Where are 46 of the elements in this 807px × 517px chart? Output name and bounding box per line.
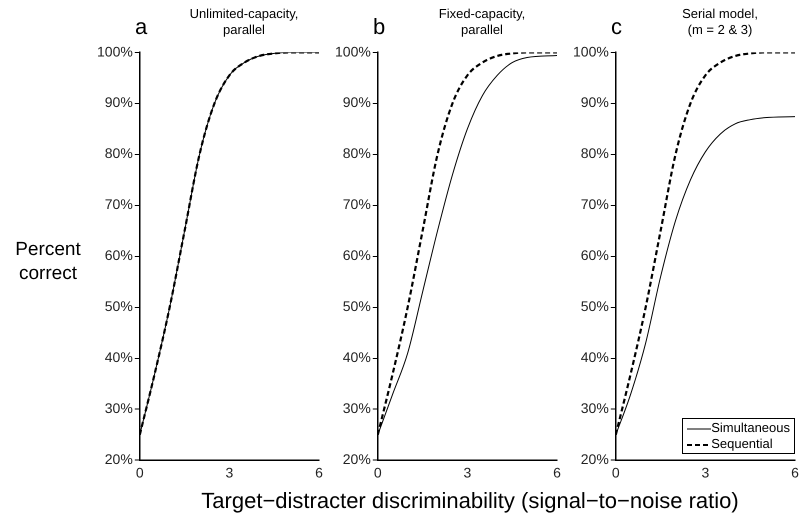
legend-label: Sequential [711, 436, 773, 451]
x-tick-label: 6 [553, 464, 562, 480]
y-tick-label: 50% [580, 298, 609, 314]
x-tick-label: 6 [315, 464, 324, 480]
y-tick-label: 30% [104, 400, 133, 416]
y-tick-label: 50% [342, 298, 371, 314]
y-tick-label: 60% [580, 247, 609, 264]
chart-subtitle: Unlimited-capacity, parallel [188, 6, 300, 38]
chart-subtitle: Fixed-capacity, parallel [438, 6, 526, 38]
y-axis-title: Percent correct [14, 238, 82, 286]
x-tick-label: 0 [136, 464, 144, 480]
chart-title: c [611, 14, 622, 40]
x-tick-label: 0 [374, 464, 382, 480]
y-tick-label: 60% [342, 247, 371, 264]
chart-title: a [135, 14, 148, 40]
y-tick-label: 70% [580, 196, 609, 212]
y-tick-label: 100% [334, 43, 371, 60]
x-tick-label: 3 [702, 464, 710, 480]
y-tick-label: 80% [342, 145, 371, 162]
chart-subtitle: Serial model, (m = 2 & 3) [681, 6, 759, 38]
y-tick-label: 90% [580, 94, 609, 110]
y-tick-label: 40% [104, 349, 133, 366]
y-tick-label: 90% [342, 94, 371, 110]
y-tick-label: 20% [342, 451, 371, 468]
legend-label: Simultaneous [711, 420, 790, 435]
y-tick-label: 80% [580, 145, 609, 162]
y-tick-label: 60% [104, 247, 133, 264]
x-tick-label: 6 [791, 464, 800, 480]
y-tick-label: 50% [104, 298, 133, 314]
chart-title: b [373, 14, 386, 40]
y-tick-label: 40% [580, 349, 609, 366]
x-axis-title: Target−distracter discriminability (signal−to−noise ratio) [200, 488, 740, 514]
y-tick-label: 100% [572, 43, 609, 60]
x-tick-label: 3 [226, 464, 234, 480]
y-tick-label: 20% [104, 451, 133, 468]
y-tick-label: 40% [342, 349, 371, 366]
y-tick-label: 30% [580, 400, 609, 416]
y-tick-label: 100% [96, 43, 133, 60]
y-tick-label: 70% [104, 196, 133, 212]
y-tick-label: 30% [342, 400, 371, 416]
y-tick-label: 20% [580, 451, 609, 468]
y-tick-label: 80% [104, 145, 133, 162]
x-tick-label: 0 [612, 464, 620, 480]
x-tick-label: 3 [464, 464, 472, 480]
y-tick-label: 70% [342, 196, 371, 212]
y-tick-label: 90% [104, 94, 133, 110]
